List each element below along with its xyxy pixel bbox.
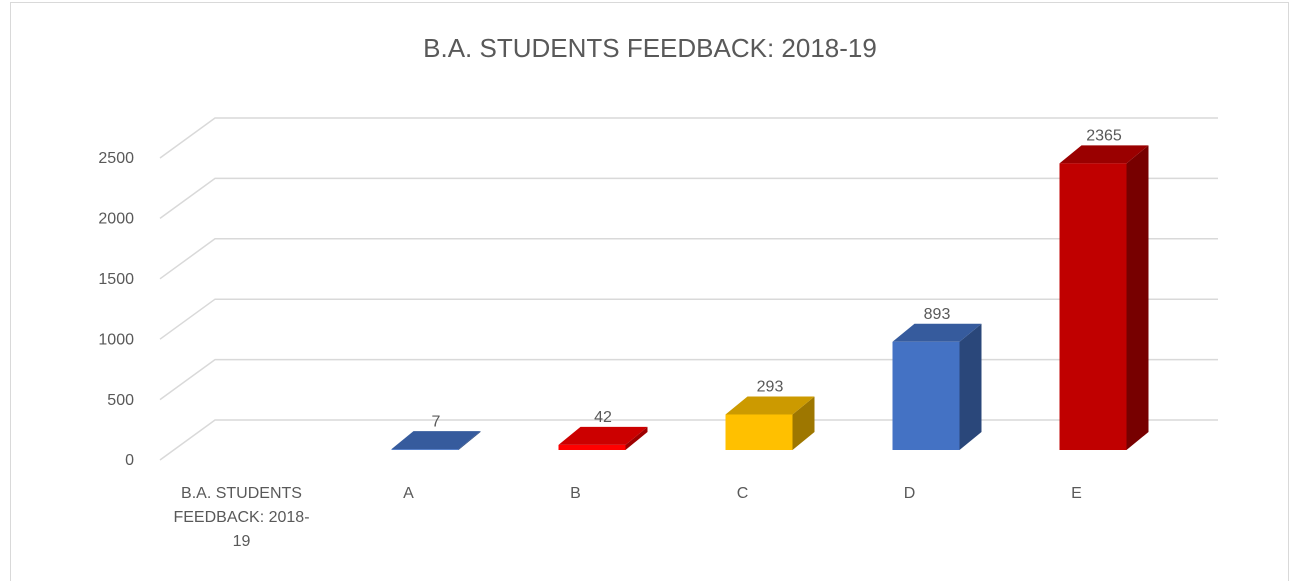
bar — [892, 341, 960, 450]
bar-top — [391, 431, 481, 450]
grid-line — [159, 358, 1218, 401]
y-tick-label: 2000 — [98, 211, 134, 228]
bar-top — [558, 426, 648, 445]
bar — [558, 444, 626, 450]
x-tick-label: D — [903, 485, 916, 502]
bar-side — [792, 396, 815, 450]
x-tick-label: C — [736, 485, 749, 502]
bar-top — [725, 396, 815, 415]
x-tick-label: E — [1071, 485, 1082, 502]
data-label: 2365 — [1086, 128, 1122, 145]
bar — [725, 414, 793, 450]
data-label: 7 — [432, 413, 441, 430]
grid-line — [159, 419, 1218, 461]
bar-top — [892, 323, 982, 342]
y-tick-label: 2500 — [98, 150, 134, 167]
bar-side — [1126, 145, 1149, 450]
bar — [391, 449, 459, 450]
grid-line — [159, 177, 1218, 220]
data-label: 42 — [594, 409, 612, 426]
grid-line — [159, 238, 1218, 280]
bar-side — [959, 323, 982, 450]
bar-top — [1059, 145, 1149, 164]
y-tick-label: 1000 — [98, 331, 134, 348]
bar — [1059, 163, 1127, 450]
y-tick-label: 1500 — [98, 271, 134, 288]
x-tick-label: B — [570, 485, 581, 502]
bar-side — [458, 431, 481, 450]
grid-line — [159, 298, 1218, 340]
y-tick-label: 500 — [107, 392, 134, 409]
bar-side — [625, 426, 648, 450]
grid-line — [159, 117, 1218, 159]
x-tick-label: A — [403, 485, 414, 502]
data-label: 893 — [924, 306, 951, 323]
x-tick-label: B.A. STUDENTS FEEDBACK: 2018-19 — [173, 485, 310, 550]
data-label: 293 — [757, 379, 784, 396]
chart-title: B.A. STUDENTS FEEDBACK: 2018-19 — [423, 33, 877, 63]
y-tick-label: 0 — [125, 452, 134, 469]
